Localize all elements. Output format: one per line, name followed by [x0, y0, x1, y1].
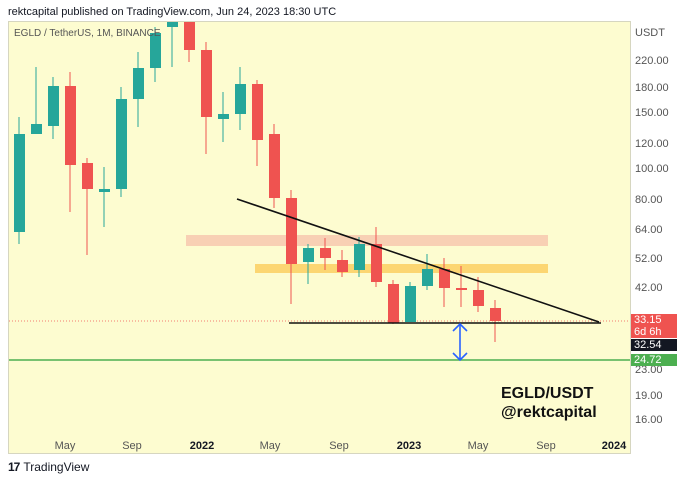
y-tick: 220.00 — [635, 55, 669, 67]
chart-canvas[interactable] — [9, 22, 631, 454]
candle-body — [269, 134, 280, 198]
price-axis[interactable]: USDT 220.00 180.00 150.00 120.00 100.00 … — [631, 21, 680, 454]
y-tick: 180.00 — [635, 82, 669, 94]
watermark-pair: EGLD/USDT — [501, 385, 594, 402]
x-tick: May — [467, 440, 489, 452]
candle-body — [473, 290, 484, 306]
x-tick: Sep — [122, 440, 142, 452]
candle-body — [150, 33, 161, 68]
candle-body — [456, 288, 467, 290]
upper-resistance-zone — [186, 235, 548, 246]
candle-body — [320, 248, 331, 258]
candle-body — [167, 22, 178, 27]
watermark-author: @rektcapital — [501, 404, 597, 421]
y-tick: 150.00 — [635, 107, 669, 119]
axis-currency: USDT — [635, 27, 665, 39]
candle-body — [218, 114, 229, 119]
candle-body — [65, 86, 76, 165]
y-tick: 42.00 — [635, 282, 663, 294]
footer-branding[interactable]: 17 TradingView — [8, 460, 89, 474]
y-tick: 64.00 — [635, 224, 663, 236]
lower-resistance-zone — [255, 264, 548, 273]
candle-body — [184, 22, 195, 50]
publisher-caption: rektcapital published on TradingView.com… — [8, 6, 337, 18]
support-price-tag: 32.54 — [631, 339, 677, 351]
candle-body — [201, 50, 212, 117]
candle-body — [31, 124, 42, 134]
y-tick: 16.00 — [635, 414, 663, 426]
y-tick: 120.00 — [635, 138, 669, 150]
candle-body — [337, 260, 348, 272]
green-line-price-tag: 24.72 — [631, 354, 677, 366]
y-tick: 23.00 — [635, 364, 663, 376]
price-chart[interactable]: EGLD / TetherUS, 1M, BINANCE EGLD/USDT @… — [8, 21, 631, 454]
x-tick: Sep — [329, 440, 349, 452]
y-tick: 80.00 — [635, 194, 663, 206]
bar-countdown-tag: 6d 6h — [631, 326, 677, 338]
candle-body — [388, 284, 399, 323]
candlestick-series — [14, 22, 501, 342]
x-tick: May — [259, 440, 281, 452]
tradingview-brand: TradingView — [23, 460, 90, 474]
y-tick: 19.00 — [635, 390, 663, 402]
tradingview-logo-icon: 17 — [8, 460, 20, 474]
candle-body — [116, 99, 127, 189]
candle-body — [286, 198, 297, 264]
y-tick: 52.00 — [635, 253, 663, 265]
candle-body — [133, 68, 144, 99]
x-tick: Sep — [536, 440, 556, 452]
x-tick-year: 2023 — [396, 440, 422, 452]
x-tick-year: 2022 — [189, 440, 215, 452]
y-tick: 100.00 — [635, 163, 669, 175]
symbol-label: EGLD / TetherUS, 1M, BINANCE — [14, 28, 161, 39]
candle-body — [439, 269, 450, 288]
candle-body — [303, 248, 314, 262]
candle-body — [252, 84, 263, 140]
candle-body — [235, 84, 246, 114]
candle-body — [14, 134, 25, 232]
measure-arrow — [452, 322, 468, 362]
candle-body — [405, 286, 416, 322]
candle-body — [99, 189, 110, 192]
candle-body — [354, 244, 365, 270]
x-tick-year: 2024 — [601, 440, 627, 452]
candle-body — [82, 163, 93, 189]
candle-body — [490, 308, 501, 321]
candle-body — [48, 86, 59, 126]
chart-watermark: EGLD/USDT @rektcapital — [501, 384, 597, 422]
candle-body — [422, 269, 433, 286]
x-tick: May — [54, 440, 76, 452]
descending-trendline[interactable] — [236, 198, 600, 323]
candle-body — [371, 244, 382, 282]
current-price-tag: 33.15 — [631, 314, 677, 326]
